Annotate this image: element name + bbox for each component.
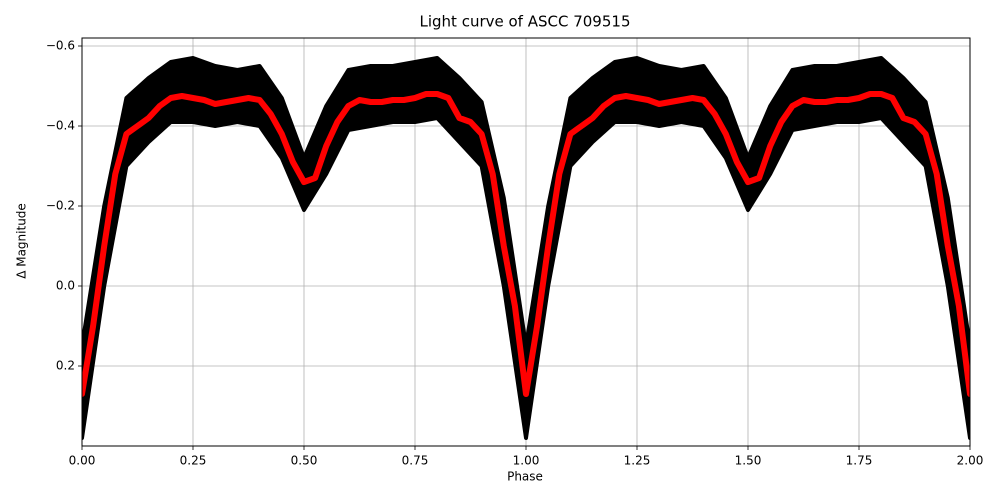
plot-frame	[81, 37, 971, 447]
x-tick-label: 1.50	[735, 454, 762, 468]
x-tick-label: 0.25	[180, 454, 207, 468]
plot	[82, 56, 970, 440]
x-tick-label: 1.75	[846, 454, 873, 468]
chart-title: Light curve of ASCC 709515	[420, 13, 631, 31]
y-tick-label: −0.4	[46, 119, 75, 133]
y-tick-label: −0.6	[46, 39, 75, 53]
y-tick-label: 0.0	[56, 279, 75, 293]
y-tick-label: −0.2	[46, 199, 75, 213]
x-tick-label: 0.50	[291, 454, 318, 468]
y-axis-label: Δ Magnitude	[15, 203, 29, 279]
x-axis-label: Phase	[507, 470, 543, 484]
x-tick-label: 0.75	[402, 454, 429, 468]
x-tick-label: 1.25	[624, 454, 651, 468]
x-tick-label: 0.00	[69, 454, 96, 468]
x-tick-label: 1.00	[513, 454, 540, 468]
y-tick-label: 0.2	[56, 359, 75, 373]
mean-curve	[82, 91, 970, 397]
x-tick-label: 2.00	[957, 454, 984, 468]
